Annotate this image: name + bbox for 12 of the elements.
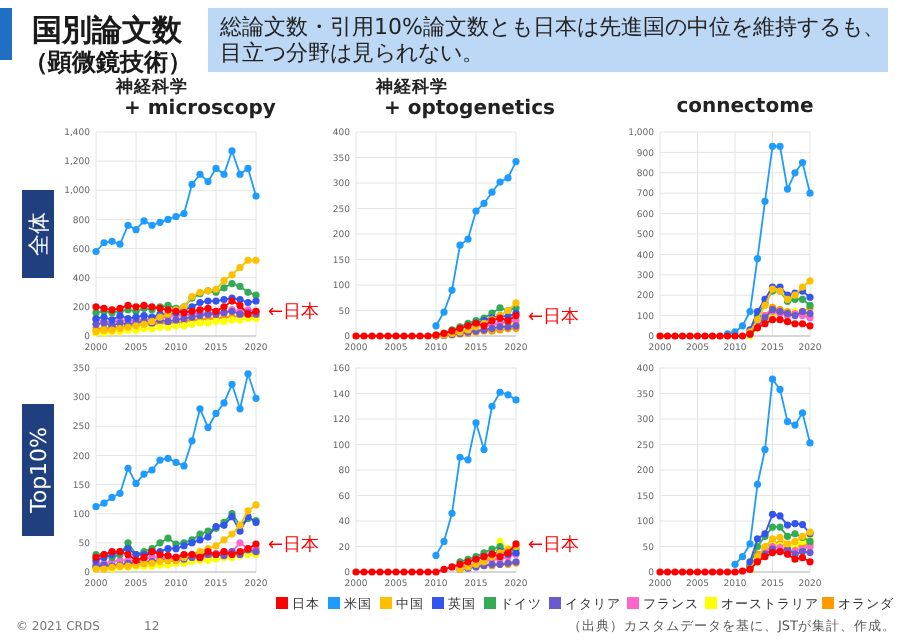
chart-title: 神経科学 + optogenetics: [374, 76, 556, 120]
text: ←日本: [528, 305, 580, 328]
text: 総論文数・引用10%論文数とも日本は先進国の中位を維持するも、目立つ分野は見られない。: [218, 14, 885, 66]
chart-title: connectome: [676, 96, 815, 118]
text: （顕微鏡技術）: [24, 48, 192, 76]
text: ←日本: [268, 301, 320, 324]
y-axis-title: Top10%: [26, 426, 52, 516]
text: ←日本: [528, 533, 580, 556]
y-axis-title: 全体: [26, 212, 52, 256]
text: ←日本: [268, 534, 320, 557]
text: 国別論文数: [32, 12, 184, 48]
chart-title: 神経科学 + microscopy: [114, 76, 277, 120]
